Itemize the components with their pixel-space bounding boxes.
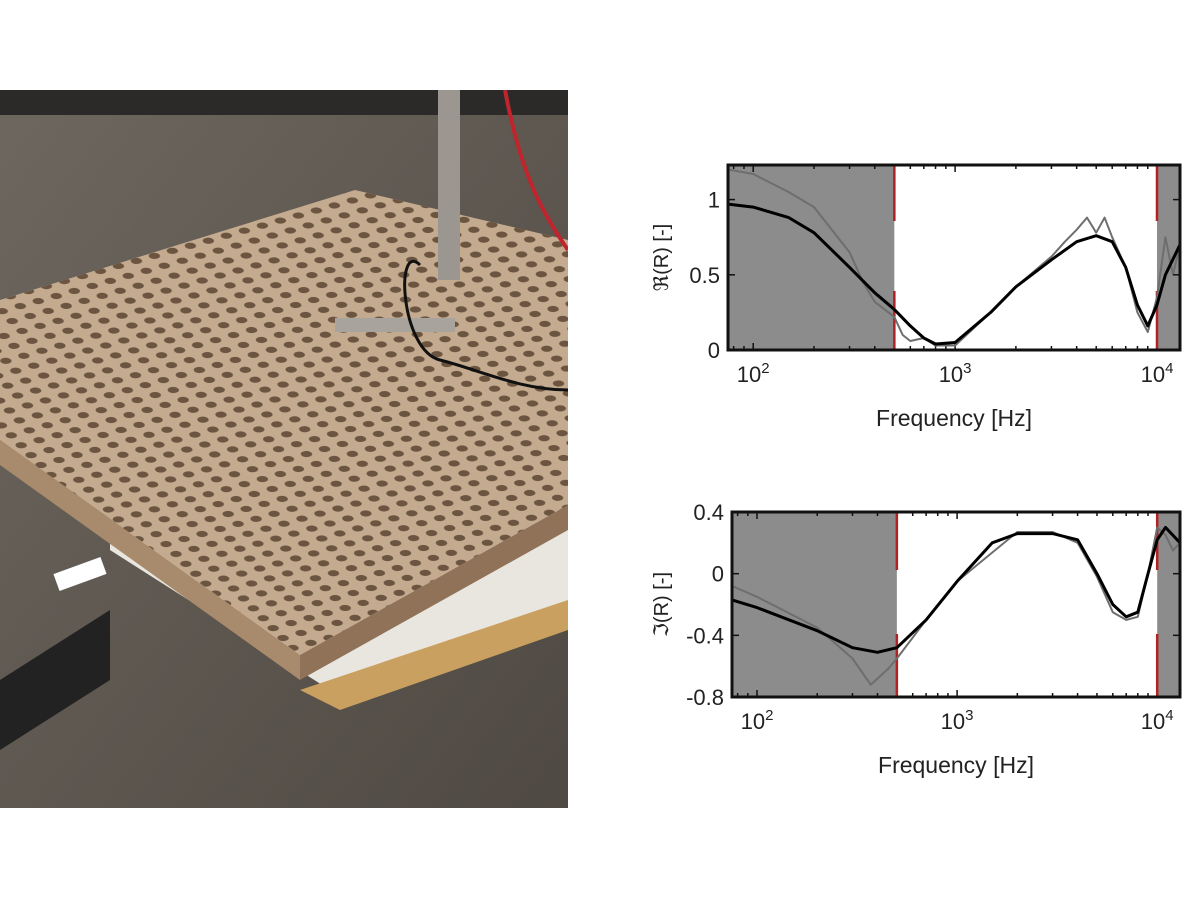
y-tick-label: 0.5 [689,263,720,288]
x-tick-base: 10 [941,709,965,734]
book-stack [0,610,110,750]
shaded-region [1157,512,1180,697]
x-tick-base: 10 [741,709,765,734]
x-tick-label: 103 [939,360,972,387]
plot-frame [730,510,1182,699]
x-tick-exponent: 3 [963,360,971,377]
probe-stand [438,90,460,280]
plot-frame [726,163,1182,352]
y-tick-label: 0 [708,338,720,363]
y-tick-label: 1 [708,188,720,213]
y-axis-label: ℑ(R) [-] [651,572,673,637]
x-tick-exponent: 4 [1165,707,1173,724]
x-tick-label: 104 [1141,360,1174,387]
x-tick-label: 102 [737,360,770,387]
x-tick-exponent: 2 [761,360,769,377]
microphone-probe [335,318,455,332]
y-tick-label: -0.8 [686,685,724,710]
shaded-region [732,512,897,697]
perforated-panel-photo [0,90,568,808]
x-tick-exponent: 2 [765,707,773,724]
x-tick-base: 10 [1141,709,1165,734]
fit-curve [731,525,1182,654]
shaded-region [728,165,895,350]
x-tick-label: 103 [941,707,974,734]
fit-curve [727,202,1182,346]
x-axis-label: Frequency [Hz] [878,752,1034,778]
y-tick-label: 0.4 [693,500,724,525]
y-axis-label: ℜ(R) [-] [651,224,673,291]
measured-curve [731,526,1181,686]
y-tick-label: -0.4 [686,623,724,648]
x-axis-label: Frequency [Hz] [876,405,1032,431]
x-tick-exponent: 4 [1165,360,1173,377]
x-tick-base: 10 [737,362,761,387]
x-tick-exponent: 3 [965,707,973,724]
x-tick-label: 104 [1141,707,1174,734]
x-tick-base: 10 [1141,362,1165,387]
y-tick-label: 0 [712,562,724,587]
x-tick-label: 102 [741,707,774,734]
x-tick-base: 10 [939,362,963,387]
